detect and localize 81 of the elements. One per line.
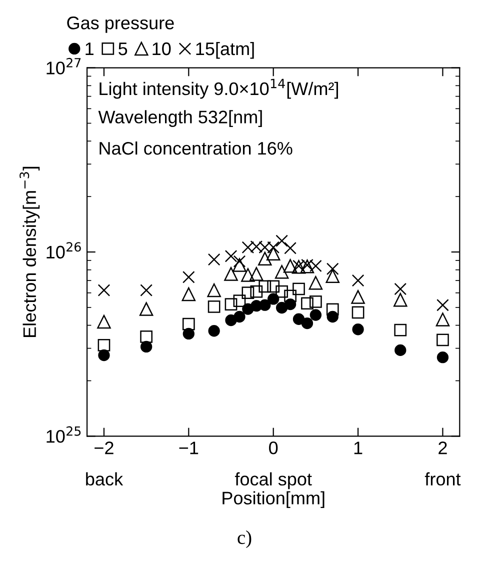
point <box>266 246 280 260</box>
point <box>241 268 255 282</box>
y-tick-label: 10$^{27}$ <box>46 58 81 74</box>
point <box>301 317 314 330</box>
point <box>268 293 280 305</box>
point <box>283 259 298 273</box>
point <box>292 313 305 325</box>
point <box>224 298 238 310</box>
annotation: NaCl concentration 16% <box>100 141 292 155</box>
point <box>351 290 365 304</box>
point <box>140 330 153 343</box>
point <box>98 338 110 352</box>
point <box>234 310 246 323</box>
point <box>326 262 339 276</box>
legend-label: 10 <box>152 42 171 56</box>
x-tick-label: 0 <box>269 442 278 454</box>
point <box>352 324 364 336</box>
point <box>436 298 449 312</box>
text: front <box>424 472 461 486</box>
point <box>292 282 305 296</box>
point <box>394 324 407 336</box>
point <box>394 292 408 307</box>
point <box>436 334 449 346</box>
point <box>182 270 195 284</box>
point <box>98 349 110 362</box>
point <box>224 250 238 262</box>
point <box>139 302 154 316</box>
point <box>208 253 220 266</box>
annotation: Light intensity 9.0×10$^{14}$[W/m²] <box>100 78 338 99</box>
legend-label: 1 <box>86 42 94 56</box>
point <box>394 282 407 296</box>
point <box>182 287 196 302</box>
point <box>276 285 288 298</box>
x-tick-label: −1 <box>179 442 198 454</box>
point <box>250 285 263 298</box>
point <box>326 269 340 283</box>
point <box>242 286 254 300</box>
annotation: Wavelength 532[nm] <box>98 110 262 127</box>
point <box>182 318 195 330</box>
x-axis-title: Position[mm] <box>222 491 324 508</box>
point <box>352 274 364 287</box>
point <box>276 234 288 247</box>
legend-label: 15[atm] <box>196 42 254 59</box>
point <box>258 252 272 266</box>
point <box>250 267 264 281</box>
point <box>232 258 246 272</box>
point <box>284 242 296 254</box>
point <box>308 276 323 290</box>
x-tick-label: −2 <box>94 442 114 454</box>
legend-label: 5 <box>118 42 128 56</box>
point <box>436 351 449 364</box>
x-tick-label: 1 <box>354 442 362 454</box>
x-tick-label: 2 <box>438 442 447 454</box>
point <box>352 306 364 319</box>
point <box>208 325 220 337</box>
point <box>233 294 246 308</box>
point <box>310 296 322 308</box>
point <box>326 303 339 316</box>
point <box>284 290 296 302</box>
legend-title: Gas pressure <box>67 16 174 33</box>
y-axis-title: Electron density[m$^{−3}$] <box>20 166 40 337</box>
y-tick-label: 10$^{26}$ <box>46 242 81 259</box>
point <box>208 300 220 313</box>
text: c) <box>238 530 252 548</box>
point <box>224 267 238 281</box>
point <box>98 284 110 296</box>
point <box>207 283 221 298</box>
point <box>310 309 322 321</box>
point <box>301 297 314 310</box>
point <box>97 314 111 329</box>
point <box>394 344 406 356</box>
text: focal spot <box>234 472 312 490</box>
point <box>267 280 280 293</box>
text: back <box>86 472 124 486</box>
point <box>140 340 152 353</box>
point <box>258 280 272 293</box>
point <box>259 299 271 311</box>
y-tick-label: 10$^{25}$ <box>46 426 81 443</box>
point <box>140 284 153 296</box>
point <box>436 312 450 326</box>
point <box>274 264 289 279</box>
